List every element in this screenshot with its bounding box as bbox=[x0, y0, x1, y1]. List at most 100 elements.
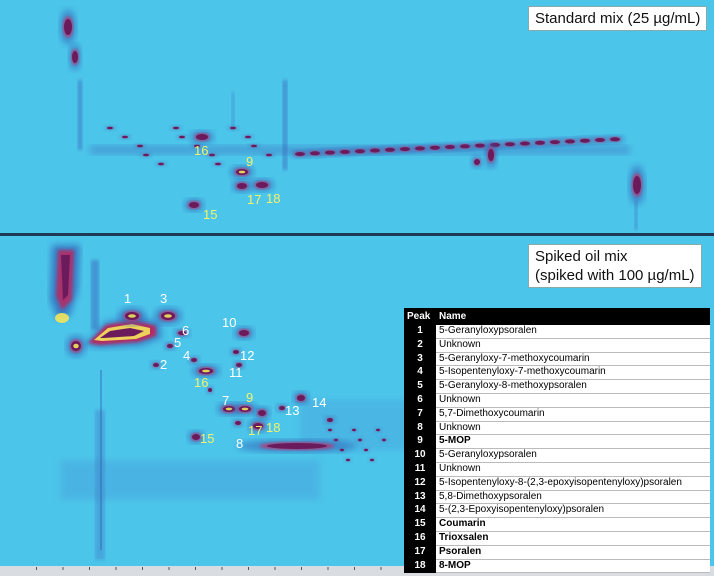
top-title-text: Standard mix (25 µg/mL) bbox=[535, 10, 701, 27]
legend-row: 6 Unknown bbox=[404, 393, 710, 408]
bottom-peak-6-core bbox=[178, 331, 186, 335]
bottom-peak-label-16: 16 bbox=[194, 375, 209, 390]
x-axis-tick bbox=[301, 567, 302, 570]
x-axis-tick bbox=[168, 567, 170, 570]
top-baseline-spot-core bbox=[340, 149, 350, 154]
legend-compound-name: 5-Isopentenyloxy-8-(2,3-epoxyisopentenyl… bbox=[436, 476, 710, 491]
legend-peak-number: 18 bbox=[404, 559, 436, 574]
bottom-peak-label-9: 9 bbox=[246, 390, 254, 405]
bottom-peak-label-4: 4 bbox=[183, 348, 191, 363]
legend-compound-name: Coumarin bbox=[436, 517, 710, 532]
bottom-peak-16-hot bbox=[202, 369, 210, 373]
bottom-minor-spot-core bbox=[370, 458, 374, 462]
top-baseline-spot-core bbox=[355, 149, 365, 154]
bottom-peak-label-3: 3 bbox=[160, 291, 168, 306]
bottom-matrix-core bbox=[61, 255, 70, 300]
top-baseline-spot-core bbox=[505, 142, 515, 147]
legend-compound-name: 5-Geranyloxy-8-methoxypsoralen bbox=[436, 379, 710, 394]
legend-compound-name: 5,7-Dimethoxycoumarin bbox=[436, 407, 710, 422]
top-minor-spot-core bbox=[230, 126, 236, 130]
bottom-minor-spot-core bbox=[382, 438, 386, 442]
legend-row: 11 Unknown bbox=[404, 462, 710, 477]
bottom-peak-label-12: 12 bbox=[240, 348, 255, 363]
top-minor-spot-core bbox=[143, 153, 149, 157]
legend-peak-number: 16 bbox=[404, 531, 436, 546]
bottom-peak-8-streak-core bbox=[267, 443, 327, 449]
top-peak-late-a-core bbox=[488, 149, 494, 161]
top-panel-title: Standard mix (25 µg/mL) bbox=[528, 6, 708, 31]
top-minor-spot-core bbox=[194, 144, 200, 148]
legend-row: 9 5-MOP bbox=[404, 434, 710, 450]
bottom-matrix-hot-1 bbox=[55, 313, 69, 323]
bottom-vertical-line bbox=[100, 370, 102, 550]
bottom-peak-11-core bbox=[236, 363, 242, 367]
top-solvent-peak-core bbox=[64, 19, 72, 35]
top-baseline-spot-core bbox=[595, 138, 605, 142]
bottom-haze bbox=[60, 460, 320, 500]
top-minor-spot-core bbox=[122, 135, 128, 139]
legend-header-peak: Peak bbox=[404, 308, 436, 325]
bottom-peak-12-core bbox=[233, 350, 239, 354]
legend-peak-number: 10 bbox=[404, 448, 436, 463]
bottom-title-line-2: (spiked with 100 µg/mL) bbox=[535, 267, 695, 284]
top-peak-17-core bbox=[237, 183, 247, 189]
bottom-minor-spot-core bbox=[334, 438, 338, 442]
top-baseline-spot-core bbox=[565, 139, 575, 144]
top-minor-spot-core bbox=[251, 144, 257, 148]
legend-row: 3 5-Geranyloxy-7-methoxycoumarin bbox=[404, 352, 710, 367]
legend-compound-name: 5-(2,3-Epoxyisopentenyloxy)psoralen bbox=[436, 503, 710, 519]
legend-row: 18 8-MOP bbox=[404, 559, 710, 574]
top-peak-18-core bbox=[256, 182, 268, 188]
legend-compound-name: Unknown bbox=[436, 338, 710, 353]
bottom-peak-label-2: 2 bbox=[160, 357, 168, 372]
top-baseline-spot-core bbox=[370, 148, 380, 153]
bottom-peak-label-13: 13 bbox=[285, 403, 300, 418]
legend-peak-number: 1 bbox=[404, 325, 436, 339]
legend-row: 15 Coumarin bbox=[404, 517, 710, 532]
legend-peak-number: 9 bbox=[404, 434, 436, 450]
legend-compound-name: 5,8-Dimethoxypsoralen bbox=[436, 490, 710, 505]
legend-peak-number: 14 bbox=[404, 503, 436, 519]
bottom-peak-label-14: 14 bbox=[312, 395, 327, 410]
top-baseline-spot-core bbox=[445, 145, 455, 149]
bottom-peak-label-1: 1 bbox=[124, 291, 132, 306]
legend-compound-name: Psoralen bbox=[436, 545, 710, 560]
top-baseline-spot-core bbox=[385, 147, 395, 152]
bottom-peak-15-core bbox=[192, 434, 200, 440]
legend-peak-number: 17 bbox=[404, 545, 436, 560]
bottom-peak-label-5: 5 bbox=[174, 335, 182, 350]
legend-peak-number: 4 bbox=[404, 365, 436, 381]
top-minor-spot-core bbox=[173, 126, 179, 130]
bottom-minor-spot-core bbox=[358, 438, 362, 442]
top-baseline-spot-core bbox=[535, 140, 545, 145]
bottom-minor-spot-core bbox=[346, 458, 350, 462]
top-vertical-streak-3 bbox=[231, 92, 235, 130]
x-axis-tick bbox=[89, 567, 90, 570]
legend-row: 7 5,7-Dimethoxycoumarin bbox=[404, 407, 710, 422]
legend-row: 16 Trioxsalen bbox=[404, 531, 710, 546]
legend-peak-number: 15 bbox=[404, 517, 436, 532]
legend-compound-name: 5-Geranyloxypsoralen bbox=[436, 325, 710, 339]
bottom-panel-title: Spiked oil mix (spiked with 100 µg/mL) bbox=[528, 244, 702, 288]
top-early-peak-core bbox=[72, 51, 78, 63]
bottom-peak-13-core bbox=[279, 406, 285, 410]
top-baseline-spot-core bbox=[475, 143, 485, 148]
legend-compound-name: Unknown bbox=[436, 393, 710, 408]
top-peak-9-hot bbox=[238, 170, 246, 174]
legend-row: 1 5-Geranyloxypsoralen bbox=[404, 325, 710, 339]
bottom-vertical-streak-1 bbox=[91, 260, 99, 330]
legend-compound-name: 5-MOP bbox=[436, 434, 710, 450]
legend-row: 2 Unknown bbox=[404, 338, 710, 353]
bottom-peak-13-left-core bbox=[258, 410, 266, 416]
top-baseline-spot-core bbox=[580, 138, 590, 143]
top-minor-spot-core bbox=[209, 153, 215, 157]
legend-row: 13 5,8-Dimethoxypsoralen bbox=[404, 490, 710, 505]
top-vertical-streak-1 bbox=[77, 80, 83, 150]
top-peak-label-16: 16 bbox=[194, 143, 209, 158]
top-baseline-spot-core bbox=[430, 145, 440, 150]
bottom-peak-3-hot bbox=[164, 314, 172, 318]
legend-row: 8 Unknown bbox=[404, 421, 710, 436]
bottom-peak-9-hot bbox=[241, 407, 249, 411]
bottom-minor-spot-core bbox=[352, 428, 356, 432]
